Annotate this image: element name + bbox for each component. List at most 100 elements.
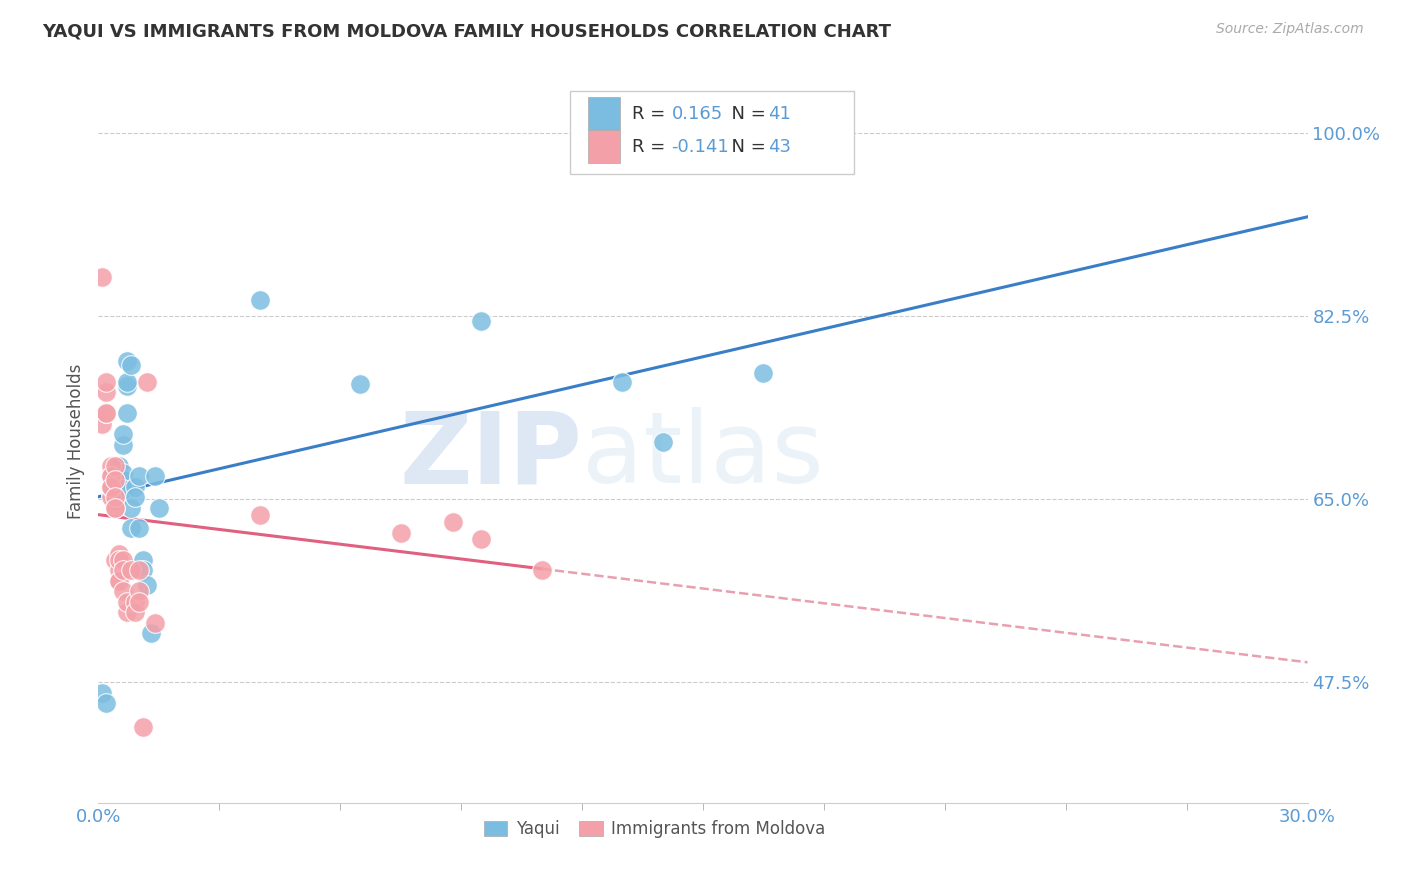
Point [100, 458, 122, 473]
Point [115, 605, 138, 619]
FancyBboxPatch shape [569, 91, 855, 174]
Point [132, 553, 155, 567]
Point [120, 358, 142, 372]
FancyBboxPatch shape [588, 130, 620, 163]
Point [249, 508, 271, 522]
Point [612, 375, 634, 389]
Point [107, 553, 129, 567]
Point [111, 473, 134, 487]
Point [470, 314, 492, 328]
Text: ZIP: ZIP [399, 408, 582, 505]
Point [91, 270, 114, 285]
Point [530, 563, 553, 577]
Point [103, 473, 125, 487]
Point [120, 500, 142, 515]
Point [115, 379, 138, 393]
Point [441, 515, 464, 529]
Point [103, 500, 125, 515]
Y-axis label: Family Households: Family Households [66, 364, 84, 519]
Text: N =: N = [720, 104, 772, 122]
Point [103, 476, 125, 491]
Text: 41: 41 [768, 104, 792, 122]
Point [115, 375, 138, 389]
Text: R =: R = [631, 137, 671, 156]
Point [752, 367, 775, 381]
Point [249, 293, 271, 308]
Point [100, 487, 122, 501]
Legend: Yaqui, Immigrants from Moldova: Yaqui, Immigrants from Moldova [478, 814, 832, 845]
Point [100, 479, 122, 493]
Point [91, 686, 114, 700]
Point [651, 434, 673, 449]
Point [96, 375, 118, 389]
Point [100, 469, 122, 483]
Point [107, 547, 129, 561]
Point [124, 490, 146, 504]
Point [148, 500, 170, 515]
Point [120, 521, 142, 535]
Text: Source: ZipAtlas.com: Source: ZipAtlas.com [1216, 22, 1364, 37]
Point [111, 466, 134, 480]
Point [143, 469, 166, 483]
Point [111, 438, 134, 452]
Point [96, 406, 118, 420]
Point [107, 490, 129, 504]
Text: N =: N = [720, 137, 772, 156]
Point [111, 482, 134, 496]
Point [124, 595, 146, 609]
Point [128, 469, 150, 483]
Point [111, 563, 134, 577]
Text: R =: R = [631, 104, 671, 122]
Point [132, 563, 155, 577]
Point [107, 469, 129, 483]
Point [389, 525, 412, 540]
Point [107, 574, 129, 588]
Point [135, 578, 157, 592]
Point [103, 482, 125, 496]
Point [120, 563, 142, 577]
Point [111, 553, 134, 567]
Point [100, 490, 122, 504]
Point [128, 563, 150, 577]
Point [135, 375, 157, 389]
Point [107, 574, 129, 588]
Point [132, 720, 155, 734]
Point [103, 458, 125, 473]
Point [115, 354, 138, 368]
Point [96, 696, 118, 710]
Point [143, 615, 166, 630]
Point [100, 469, 122, 483]
Point [91, 417, 114, 431]
Point [107, 458, 129, 473]
Point [111, 479, 134, 493]
Point [103, 553, 125, 567]
Point [103, 494, 125, 508]
Point [111, 584, 134, 599]
Point [111, 427, 134, 442]
Point [100, 482, 122, 496]
Point [124, 605, 146, 619]
Point [103, 500, 125, 515]
Point [128, 521, 150, 535]
Text: 43: 43 [768, 137, 792, 156]
Point [107, 563, 129, 577]
Point [470, 532, 492, 546]
Text: atlas: atlas [582, 408, 824, 505]
Point [100, 479, 122, 493]
Point [128, 584, 150, 599]
Point [139, 626, 162, 640]
Point [100, 479, 122, 493]
Point [115, 406, 138, 420]
Text: YAQUI VS IMMIGRANTS FROM MOLDOVA FAMILY HOUSEHOLDS CORRELATION CHART: YAQUI VS IMMIGRANTS FROM MOLDOVA FAMILY … [42, 22, 891, 40]
Point [96, 385, 118, 400]
Text: 0.165: 0.165 [672, 104, 723, 122]
Point [124, 479, 146, 493]
Point [349, 376, 371, 391]
Point [107, 483, 129, 498]
Point [115, 595, 138, 609]
Point [96, 406, 118, 420]
Point [107, 479, 129, 493]
Point [128, 595, 150, 609]
Text: -0.141: -0.141 [672, 137, 730, 156]
Point [103, 490, 125, 504]
